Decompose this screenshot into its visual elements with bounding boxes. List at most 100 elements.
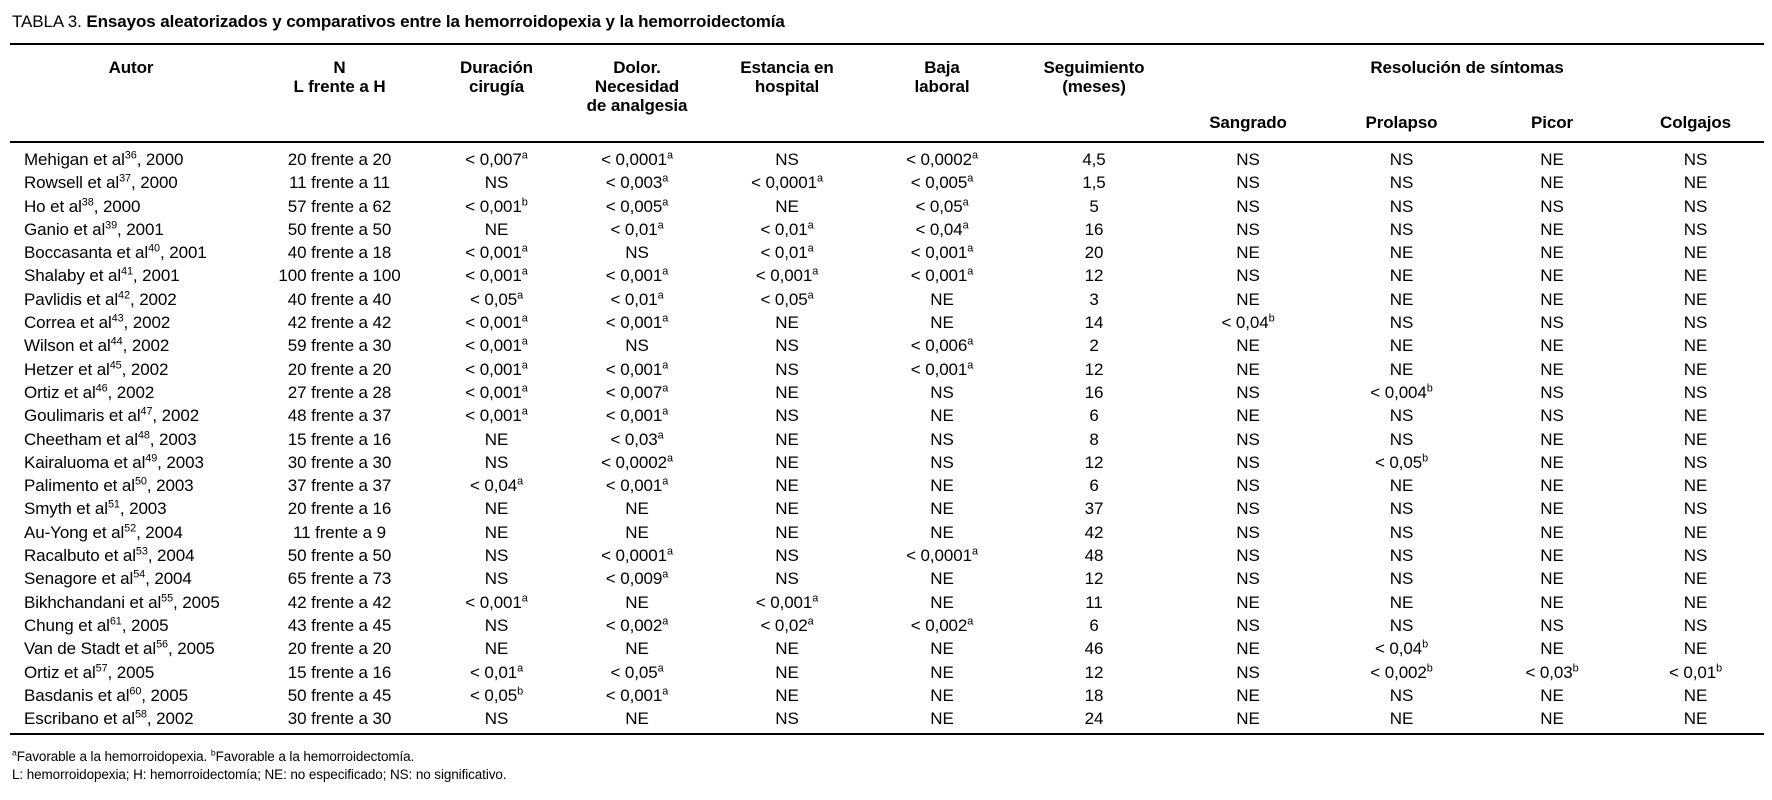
- cell-estancia: NS: [775, 150, 799, 169]
- table-row: Goulimaris et al47, 2002 48 frente a 37 …: [10, 404, 1764, 427]
- cell-autor: Chung et al61, 2005: [24, 615, 169, 635]
- cell-estancia: NE: [775, 522, 799, 542]
- col-header-baja: Baja laboral: [914, 58, 970, 96]
- cell-seguimiento: 14: [1084, 313, 1104, 333]
- cell-colgajos: NE: [1683, 569, 1708, 589]
- table-row: Wilson et al44, 2002 59 frente a 30 < 0,…: [10, 334, 1764, 357]
- cell-duracion: < 0,001a: [465, 312, 528, 333]
- cell-dolor: < 0,01a: [610, 219, 664, 239]
- cell-baja: < 0,05a: [915, 195, 969, 216]
- cell-sangrado: NS: [1236, 476, 1260, 496]
- cell-baja: NE: [930, 476, 954, 496]
- cell-sangrado: NE: [1236, 359, 1260, 379]
- cell-sangrado: < 0,04b: [1221, 312, 1275, 333]
- cell-estancia: NE: [775, 662, 799, 682]
- cell-estancia: NS: [775, 406, 799, 426]
- footnote-significance: aFavorable a la hemorroidopexia. bFavora…: [12, 747, 415, 765]
- cell-dolor: < 0,001a: [605, 312, 669, 333]
- cell-n: 57 frente a 62: [287, 196, 392, 216]
- cell-baja: NE: [930, 406, 954, 426]
- cell-n: 42 frente a 42: [287, 313, 392, 333]
- cell-sangrado: NS: [1236, 173, 1260, 193]
- cell-dolor: < 0,001a: [605, 265, 669, 286]
- cell-estancia: < 0,001a: [755, 265, 819, 286]
- cell-prolapso: NE: [1389, 359, 1414, 379]
- cell-dolor: < 0,0001a: [601, 545, 673, 566]
- cell-picor: NE: [1540, 592, 1564, 612]
- cell-estancia: NE: [775, 313, 799, 333]
- cell-duracion: NS: [484, 569, 509, 589]
- cell-colgajos: NE: [1683, 359, 1708, 379]
- cell-prolapso: NS: [1389, 569, 1414, 589]
- cell-n: 50 frente a 50: [287, 546, 392, 566]
- cell-duracion: NE: [484, 522, 509, 542]
- cell-duracion: NE: [484, 219, 509, 239]
- cell-n: 30 frente a 30: [287, 709, 392, 729]
- cell-duracion: < 0,001a: [465, 359, 528, 379]
- cell-picor: NE: [1540, 289, 1564, 309]
- cell-colgajos: NS: [1683, 452, 1708, 472]
- cell-picor: NS: [1540, 615, 1564, 635]
- cell-prolapso: NS: [1389, 173, 1414, 193]
- cell-seguimiento: 6: [1089, 406, 1099, 426]
- cell-dolor: < 0,005a: [605, 195, 669, 216]
- cell-sangrado: NS: [1236, 382, 1260, 402]
- cell-autor: Senagore et al54, 2004: [24, 568, 192, 589]
- table-row: Escribano et al58, 2002 30 frente a 30 N…: [10, 707, 1764, 734]
- cell-sangrado: NS: [1236, 429, 1260, 449]
- cell-estancia: NE: [775, 476, 799, 496]
- table-row: Ortiz et al57, 2005 15 frente a 16 < 0,0…: [10, 661, 1764, 684]
- cell-baja: < 0,0002a: [906, 149, 978, 169]
- cell-prolapso: NE: [1389, 289, 1414, 309]
- table-row: Pavlidis et al42, 2002 40 frente a 40 < …: [10, 288, 1764, 311]
- cell-prolapso: < 0,05b: [1374, 452, 1429, 472]
- cell-baja: NE: [930, 499, 954, 519]
- cell-dolor: NE: [625, 499, 649, 519]
- cell-colgajos: NE: [1683, 173, 1708, 193]
- cell-baja: NE: [930, 289, 954, 309]
- cell-picor: NE: [1540, 476, 1564, 496]
- cell-colgajos: NE: [1683, 476, 1708, 496]
- header-row-sub: Sangrado Prolapso Picor Colgajos: [10, 102, 1764, 142]
- cell-seguimiento: 12: [1084, 452, 1104, 472]
- cell-picor: NE: [1540, 452, 1564, 472]
- cell-picor: NE: [1540, 685, 1564, 705]
- cell-picor: NE: [1540, 429, 1564, 449]
- cell-autor: Ortiz et al57, 2005: [24, 661, 155, 682]
- cell-dolor: NE: [625, 522, 649, 542]
- cell-seguimiento: 48: [1084, 546, 1104, 566]
- cell-colgajos: NE: [1683, 522, 1708, 542]
- cell-picor: NS: [1540, 382, 1564, 402]
- cell-picor: NS: [1540, 196, 1564, 216]
- cell-seguimiento: 8: [1089, 429, 1099, 449]
- cell-dolor: < 0,001a: [605, 685, 669, 705]
- cell-n: 37 frente a 37: [287, 476, 392, 496]
- cell-seguimiento: 16: [1084, 382, 1104, 402]
- cell-duracion: < 0,04a: [469, 475, 524, 496]
- table-row: Boccasanta et al40, 2001 40 frente a 18 …: [10, 241, 1764, 264]
- cell-colgajos: NS: [1683, 219, 1708, 239]
- col-header-autor: Autor: [108, 58, 154, 77]
- cell-picor: NE: [1540, 639, 1564, 659]
- cell-picor: < 0,03b: [1525, 661, 1579, 682]
- cell-autor: Van de Stadt et al56, 2005: [24, 638, 215, 659]
- cell-baja: < 0,001a: [910, 359, 974, 379]
- cell-seguimiento: 46: [1084, 639, 1104, 659]
- cell-dolor: NE: [625, 709, 649, 729]
- cell-seguimiento: 20: [1084, 243, 1104, 263]
- table-row: Senagore et al54, 2004 65 frente a 73 NS…: [10, 567, 1764, 590]
- cell-prolapso: < 0,002b: [1370, 661, 1433, 682]
- cell-autor: Ortiz et al46, 2002: [24, 382, 155, 402]
- table-body: Mehigan et al36, 2000 20 frente a 20 < 0…: [10, 142, 1765, 735]
- table-row: Basdanis et al60, 2005 50 frente a 45 < …: [10, 684, 1764, 707]
- cell-n: 50 frente a 45: [287, 685, 392, 705]
- cell-estancia: < 0,01a: [760, 219, 814, 239]
- cell-sangrado: NS: [1236, 522, 1260, 542]
- cell-n: 11 frente a 9: [293, 522, 386, 542]
- cell-duracion: < 0,001a: [465, 335, 528, 356]
- cell-colgajos: NS: [1683, 150, 1708, 169]
- cell-seguimiento: 3: [1089, 289, 1099, 309]
- cell-estancia: NE: [775, 452, 799, 472]
- cell-colgajos: NE: [1683, 429, 1708, 449]
- cell-n: 40 frente a 40: [287, 289, 392, 309]
